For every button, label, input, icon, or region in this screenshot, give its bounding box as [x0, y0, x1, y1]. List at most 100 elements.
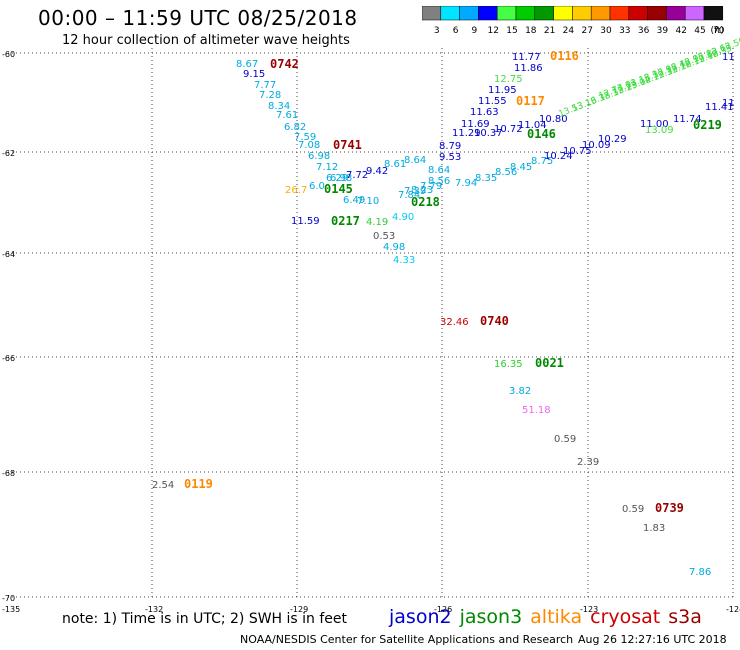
wave-height-value: 11.41	[705, 102, 734, 113]
footer-note: note: 1) Time is in UTC; 2) SWH is in fe…	[62, 611, 348, 627]
satellite-legend: jason2 jason3 altika cryosat s3a	[389, 606, 710, 628]
pass-time-label: 0021	[535, 356, 564, 370]
wave-height-value: 8.56	[428, 176, 450, 187]
map-grid	[8, 48, 735, 600]
pass-time-label: 0217	[331, 214, 360, 228]
lon-tick-label: -129	[290, 605, 308, 614]
wave-height-value: 12.75	[494, 74, 523, 85]
wave-height-value: 11	[722, 98, 735, 109]
wave-height-value: 8.61	[384, 159, 406, 170]
pass-time-label: 0742	[270, 57, 299, 71]
wave-height-value: 0.59	[622, 504, 644, 515]
wave-height-value: 7.59	[294, 132, 316, 143]
pass-time-label: 0119	[184, 477, 213, 491]
wave-height-value: 9.53	[439, 152, 461, 163]
wave-height-value: 26.7	[285, 185, 307, 196]
wave-height-value: 10.29	[598, 134, 627, 145]
wave-height-value: 4.19	[366, 217, 388, 228]
lon-tick-label: -135	[2, 605, 20, 614]
lon-tick-label: -124	[726, 605, 740, 614]
wave-height-value: 10.75	[563, 146, 592, 157]
lon-tick-label: -126	[434, 605, 452, 614]
wave-height-value: 16.35	[494, 359, 523, 370]
wave-height-value: 8.64	[428, 165, 450, 176]
map-axes: -60 -62 -64 -66 -68 -70 -135 -132 -129 -126 -123 -1…	[2, 50, 740, 614]
color-scale-label: 27	[581, 26, 592, 36]
wave-height-value: 3.82	[509, 386, 531, 397]
wave-height-value: 8.34	[268, 101, 290, 112]
wave-height-value: 4.98	[383, 242, 405, 253]
wave-height-value: 11.69	[461, 119, 490, 130]
color-scale-label: 30	[600, 26, 612, 36]
wave-height-labels: 8.679.157.777.288.347.616.827.597.086.98…	[152, 52, 735, 578]
legend-jason2: jason2	[389, 606, 452, 628]
wave-height-value: 11.86	[514, 63, 543, 74]
wave-height-value: 7.28	[259, 90, 281, 101]
wave-height-value: 7.10	[357, 196, 379, 207]
wave-height-value: 32.46	[440, 317, 469, 328]
wave-height-value: 7.72	[346, 170, 368, 181]
wave-height-value: 8.75	[531, 156, 553, 167]
wave-height-value: 6.98	[330, 173, 352, 184]
color-scale-unit: (ft)	[710, 26, 724, 36]
wave-height-value: 7.39	[404, 186, 426, 197]
color-scale-label: 33	[619, 26, 630, 36]
wave-height-value: 8.45	[510, 162, 532, 173]
color-scale-label: 6	[453, 26, 459, 36]
color-scale-label: 70	[713, 26, 725, 36]
page-subtitle: 12 hour collection of altimeter wave hei…	[62, 33, 350, 48]
wave-height-value: 9.15	[243, 69, 265, 80]
wave-height-value: 7.77	[254, 80, 276, 91]
color-scale-label: 24	[563, 26, 575, 36]
wave-height-value: 8.67	[236, 59, 258, 70]
wave-height-value: 7.84	[398, 190, 420, 201]
color-scale-label: 39	[657, 26, 669, 36]
credit-text: NOAA/NESDIS Center for Satellite Applica…	[240, 633, 574, 646]
wave-height-value: 7.08	[298, 140, 320, 151]
wave-height-value: 11.00	[640, 119, 669, 130]
wave-height-value: 11.04	[518, 120, 547, 131]
pass-time-label: 0740	[480, 314, 509, 328]
color-scale-label: 9	[472, 26, 478, 36]
wave-height-value: 6.82	[284, 122, 306, 133]
pass-time-label: 0146	[527, 127, 556, 141]
color-scale-label: 15	[506, 26, 517, 36]
pass-time-label: 0739	[655, 501, 684, 515]
wave-height-value: 8.79	[439, 141, 461, 152]
wave-height-value: 7.94	[455, 178, 477, 189]
legend-jason3: jason3	[459, 606, 523, 628]
color-scale-label: 12	[487, 26, 498, 36]
lon-tick-label: -132	[145, 605, 163, 614]
pass-time-label: 0116	[550, 49, 579, 63]
wave-height-value: 1.83	[643, 523, 665, 534]
wave-height-value: 10.72	[494, 124, 523, 135]
wave-height-value: 8.23	[411, 185, 433, 196]
wave-height-value: 10.24	[544, 151, 573, 162]
wave-height-value: 10.37	[474, 128, 503, 139]
wave-height-value: 10.09	[582, 140, 611, 151]
wave-height-value: 51.18	[522, 405, 551, 416]
wave-height-value: 8.64	[404, 155, 426, 166]
wave-height-value: 6.49	[343, 195, 365, 206]
wave-height-value: 8.56	[495, 167, 517, 178]
wave-height-value: 2.54	[152, 480, 174, 491]
wave-height-value: 4.90	[392, 212, 414, 223]
wave-height-value: 4.33	[393, 255, 415, 266]
wave-height-value: 8.35	[475, 173, 497, 184]
color-scale-bar: 3 6 9 12 15 18 21 24 27 30 33 36 39 42 45 70(ft)	[422, 6, 725, 36]
wave-height-value: 7.61	[276, 110, 298, 121]
color-scale-label: 42	[675, 26, 686, 36]
wave-height-value: 6.98	[308, 151, 330, 162]
wave-height-value: 10.80	[539, 114, 568, 125]
color-scale-label: 45	[694, 26, 705, 36]
lat-tick-label: -62	[2, 149, 15, 158]
wave-height-value: 7.79	[420, 181, 442, 192]
diagonal-track-value: 12.50	[719, 36, 740, 55]
legend-s3a: s3a	[668, 606, 702, 628]
generated-timestamp: Aug 26 12:27:16 UTC 2018	[578, 633, 727, 646]
wave-height-value: 11.77	[512, 52, 541, 63]
wave-height-value: 11.95	[488, 85, 517, 96]
color-scale-label: 3	[434, 26, 440, 36]
color-scale-label: 18	[525, 26, 537, 36]
